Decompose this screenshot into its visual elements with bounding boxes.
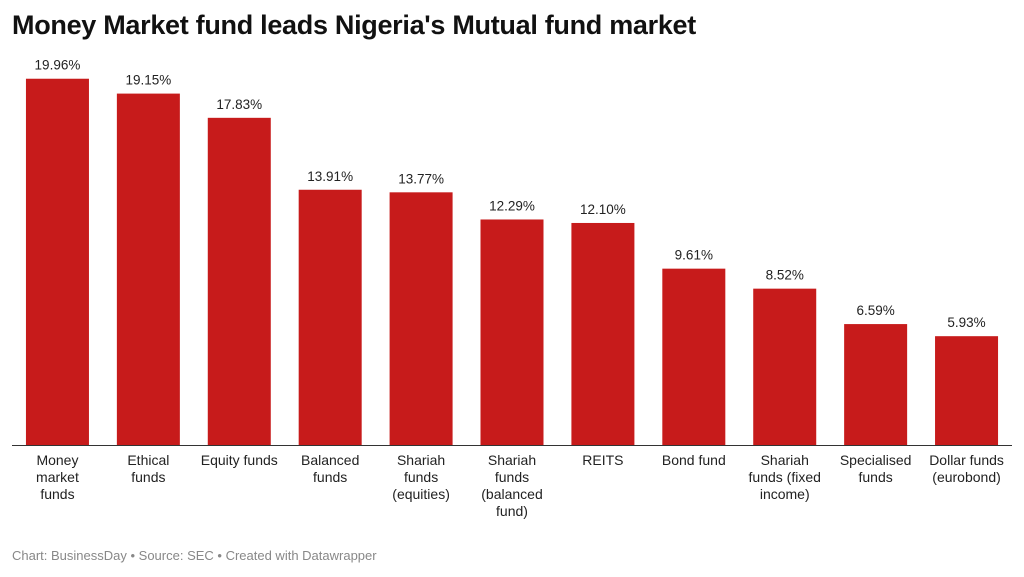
bar (935, 336, 999, 445)
bar-value-label: 6.59% (856, 303, 894, 318)
bar (207, 117, 271, 445)
category-label: Ethical funds (127, 452, 169, 485)
category-label: REITS (582, 452, 623, 468)
bar-value-label: 17.83% (216, 97, 262, 112)
bar (389, 192, 453, 445)
category-label: Specialised funds (840, 452, 912, 485)
category-label: Bond fund (662, 452, 726, 468)
category-label: Dollar funds (eurobond) (929, 452, 1004, 485)
bar (753, 288, 817, 445)
bar-value-label: 19.15% (125, 73, 171, 88)
bar-value-label: 8.52% (766, 268, 804, 283)
category-label: Balanced funds (301, 452, 359, 485)
bar (25, 78, 89, 445)
bar-value-label: 9.61% (675, 248, 713, 263)
category-label: Shariah funds (equities) (392, 452, 450, 502)
bar (844, 324, 908, 445)
bar (480, 219, 544, 445)
category-label: Equity funds (201, 452, 278, 468)
bar-value-label: 5.93% (947, 315, 985, 330)
bar (116, 93, 180, 445)
category-label: Shariah funds (balanced fund) (481, 452, 543, 519)
category-label: Shariah funds (fixed income) (749, 452, 821, 502)
chart-title: Money Market fund leads Nigeria's Mutual… (12, 10, 696, 40)
bar (571, 222, 635, 445)
chart-footer: Chart: BusinessDay • Source: SEC • Creat… (12, 548, 377, 563)
bar-value-label: 19.96% (35, 58, 81, 73)
bar-value-label: 12.10% (580, 202, 626, 217)
bar-value-label: 13.77% (398, 171, 444, 186)
bar (662, 268, 726, 445)
bar-value-label: 12.29% (489, 198, 535, 213)
bar-value-label: 13.91% (307, 169, 353, 184)
bar (298, 189, 362, 445)
category-label: Money market funds (36, 452, 79, 502)
